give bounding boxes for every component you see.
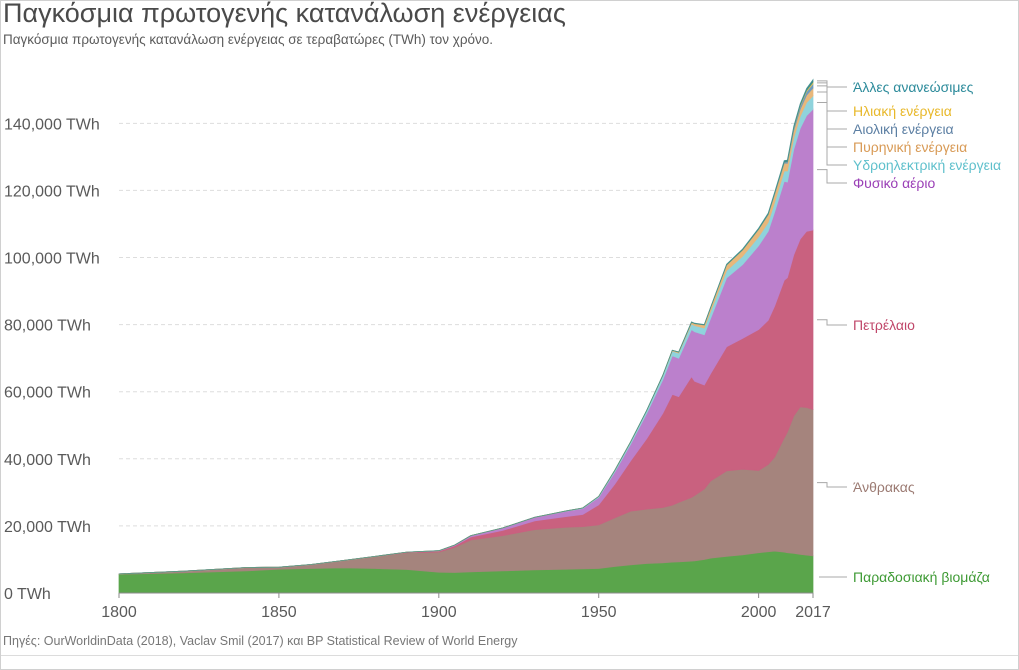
y-tick-label: 80,000 TWh [4,318,91,335]
footer-divider [1,655,1018,656]
x-tick-label: 1900 [421,604,457,621]
chart-title: Παγκόσμια πρωτογενής κατανάλωση ενέργεια… [3,0,566,28]
y-tick-label: 0 TWh [4,586,51,603]
source-note: Πηγές: OurWorldinData (2018), Vaclav Smi… [3,634,518,648]
y-tick-label: 20,000 TWh [4,519,91,536]
x-tick-label: 2000 [741,604,777,621]
legend-label: Πετρέλαιο [853,317,915,333]
legend-label: Ηλιακή ενέργεια [853,103,952,119]
x-tick-label: 1850 [261,604,297,621]
legend-connector [817,319,847,326]
chart-subtitle: Παγκόσμια πρωτογενής κατανάλωση ενέργεια… [3,32,494,47]
legend-connector [817,91,847,148]
x-tick-label: 1800 [101,604,137,621]
axes: 0 TWh 20,000 TWh 40,000 TWh 60,000 TWh 80,00… [4,116,831,621]
legend-label: Παραδοσιακή βιομάζα [853,569,990,585]
legend-label: Άλλες ανανεώσιμες [853,79,974,95]
gridlines [119,122,813,527]
x-tick-label: 2017 [795,604,831,621]
y-tick-label: 120,000 TWh [4,183,100,200]
y-tick-label: 40,000 TWh [4,452,91,469]
legend-label: Αιολική ενέργεια [853,121,954,137]
area-series [118,78,814,575]
legend-label: Άνθρακας [853,479,915,495]
legend-label: Υδροηλεκτρική ενέργεια [853,157,1001,173]
legend: Άλλες ανανεώσιμες Ηλιακή ενέργεια Αιολική … [817,79,1001,585]
legend-connector [817,102,847,166]
legend-connector [817,482,847,488]
x-tick-label: 1950 [581,604,617,621]
legend-connector [817,169,847,184]
legend-label: Πυρηνική ενέργεια [853,139,967,155]
y-tick-label: 60,000 TWh [4,385,91,402]
area-series-group [118,78,814,594]
y-tick-label: 140,000 TWh [4,116,100,133]
y-tick-label: 100,000 TWh [4,251,100,268]
legend-label: Φυσικό αέριο [853,175,935,191]
stacked-area-chart: 0 TWh 20,000 TWh 40,000 TWh 60,000 TWh 80,00… [4,78,1001,621]
